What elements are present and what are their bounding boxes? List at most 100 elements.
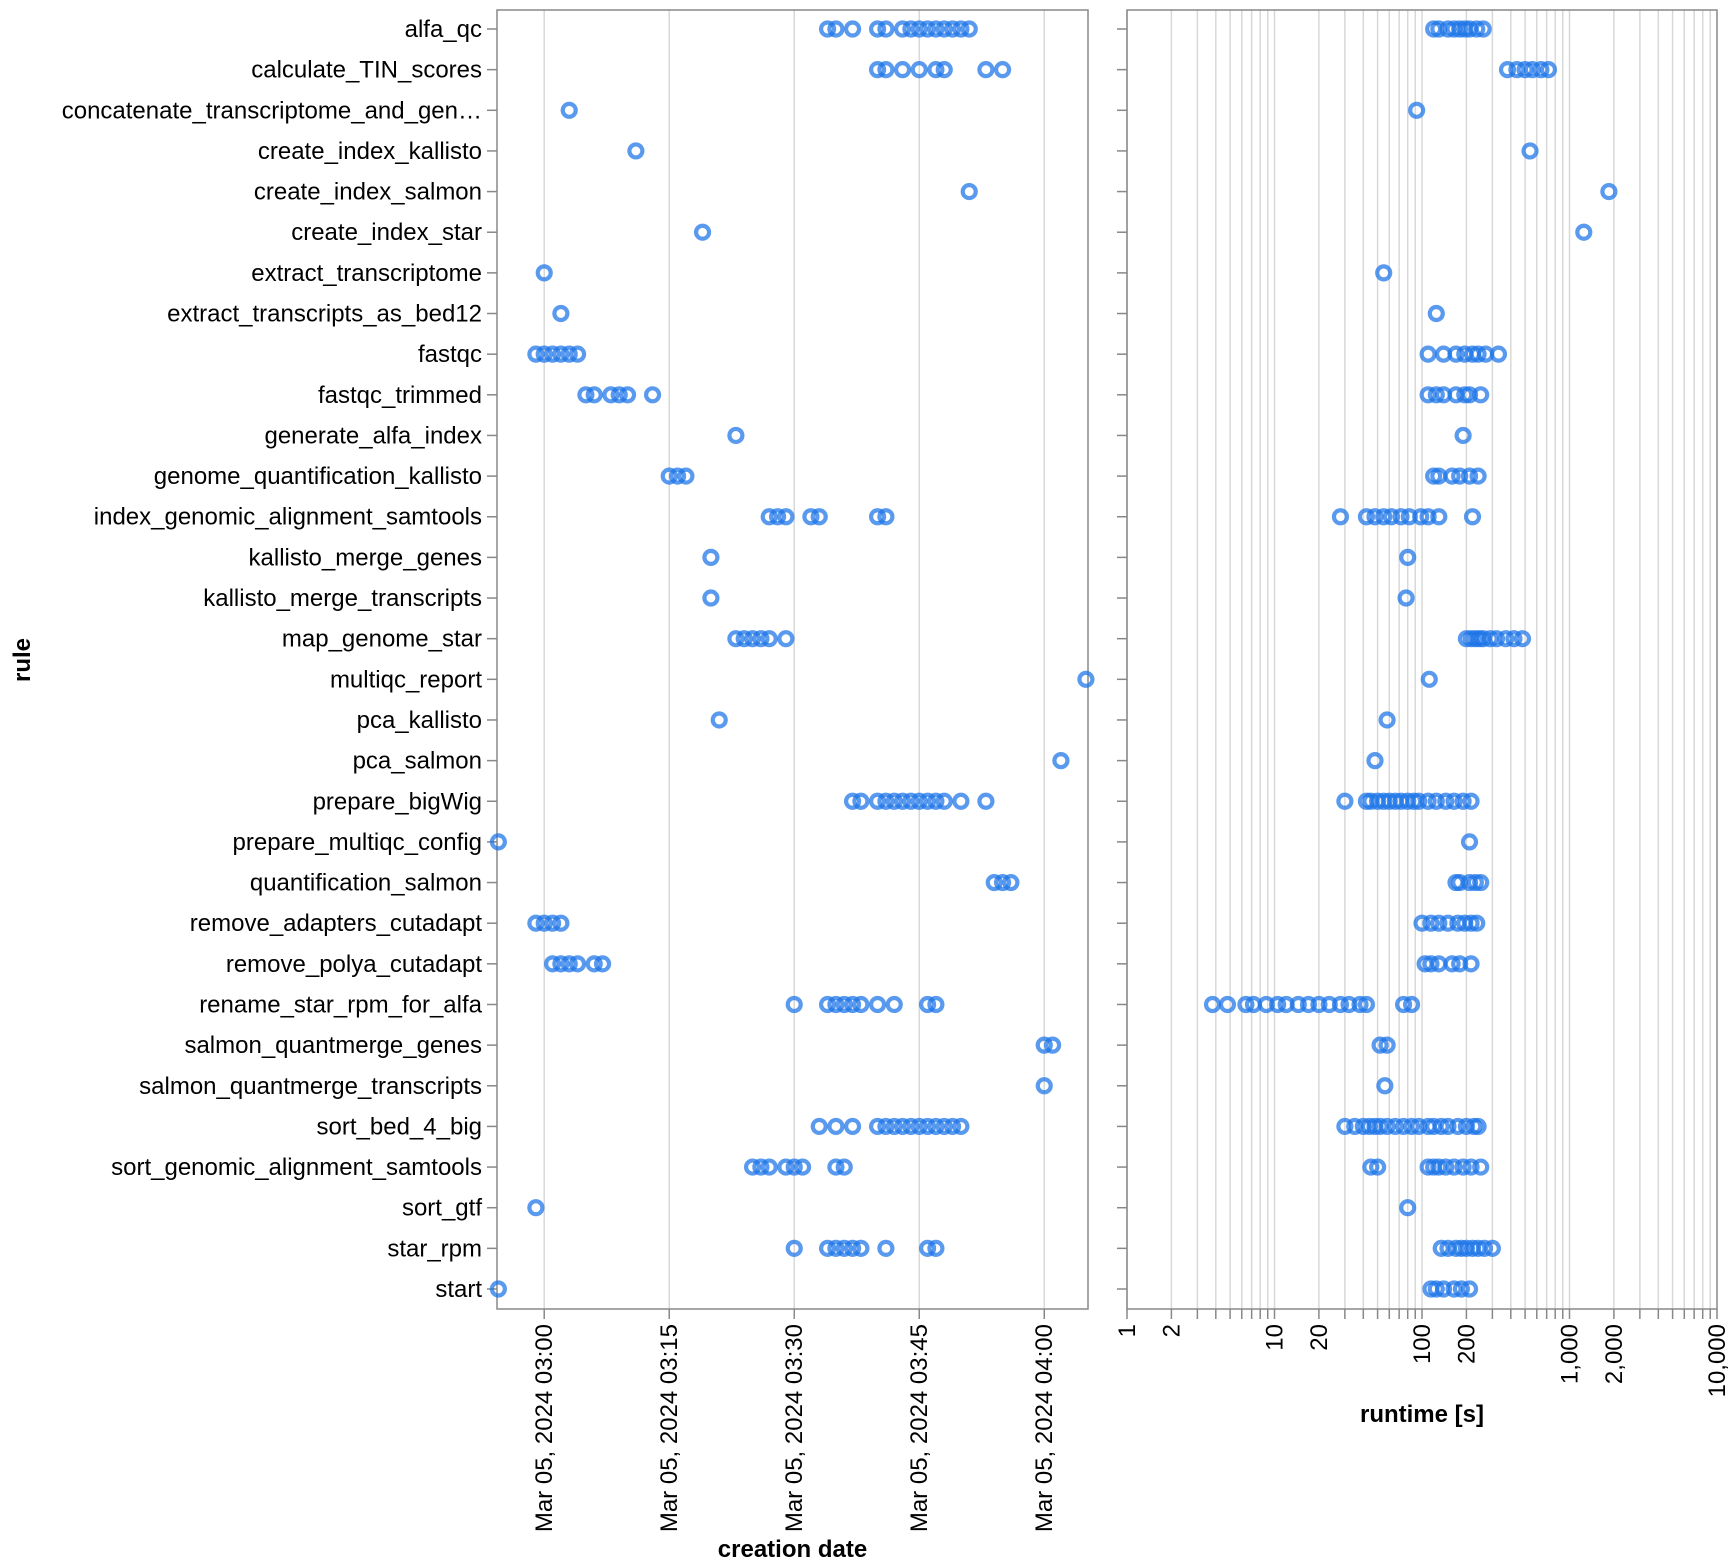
left-plot-frame [496,9,1089,1310]
creation-point [818,1239,837,1257]
creation-point [668,467,687,485]
creation-point [627,142,645,160]
runtime-point [1376,1077,1394,1095]
runtime-point [1422,955,1440,973]
runtime-point [1371,1036,1389,1054]
rule-label: calculate_TIN_scores [251,57,482,84]
creation-point [760,630,778,648]
rule-label: kallisto_merge_genes [249,544,482,571]
runtime-point [1413,914,1431,932]
creation-point [977,61,995,79]
creation-point [918,792,937,810]
runtime-point [1394,995,1413,1014]
runtime-point [1437,1158,1455,1176]
runtime-point [1600,182,1618,201]
creation-point [660,467,678,485]
rule-label: sort_bed_4_big [317,1113,482,1140]
runtime-point [1508,61,1526,79]
creation-point [960,20,978,38]
runtime-point [1462,955,1480,973]
runtime-point [1357,508,1376,526]
right-x-axis-title: runtime [s] [1360,1401,1484,1428]
right-x-tick-label: 10 [1262,1324,1289,1351]
creation-point [552,914,570,932]
creation-point [777,508,795,526]
rule-label: concatenate_transcriptome_and_gen… [62,97,482,124]
runtime-point [1443,955,1461,973]
creation-point [727,426,745,445]
creation-point [643,386,662,404]
runtime-point [1375,264,1393,282]
runtime-point [1410,792,1428,810]
creation-point [835,995,853,1014]
runtime-point [1452,1280,1471,1298]
runtime-point [1408,101,1426,119]
creation-point [777,630,795,648]
creation-point [943,20,962,38]
creation-point [927,1117,945,1136]
runtime-point [1430,508,1448,526]
creation-point [618,386,637,404]
creation-point [877,61,895,79]
runtime-point [1505,630,1523,648]
creation-point [985,873,1003,892]
creation-point [935,1117,953,1136]
creation-point [785,1158,803,1176]
creation-point [877,20,895,38]
creation-point [843,792,862,810]
rule-label: alfa_qc [405,16,482,43]
creation-point [852,995,870,1014]
runtime-point [1451,467,1469,485]
rule-label: create_index_kallisto [258,138,482,165]
rule-label: rename_star_rpm_for_alfa [199,991,482,1018]
runtime-point [1487,630,1506,648]
creation-point [893,792,912,810]
runtime-point [1434,1280,1453,1298]
rule-label: extract_transcripts_as_bed12 [167,301,482,328]
left-x-axis-title: creation date [718,1536,867,1563]
creation-point [752,1158,770,1176]
creation-point [552,955,570,973]
runtime-point [1336,1117,1354,1136]
creation-point [902,792,920,810]
left-points [489,20,1095,1298]
creation-point [577,386,595,404]
creation-point [535,914,553,932]
creation-point [943,1117,962,1136]
creation-point [560,345,578,363]
creation-point [927,61,945,79]
rule-label: star_rpm [387,1235,482,1262]
runtime-point [1420,670,1438,688]
creation-point [852,792,870,810]
creation-point [489,833,507,851]
runtime-point [1468,914,1486,932]
creation-point [568,955,587,973]
creation-point [868,20,887,38]
creation-point [743,1158,762,1176]
runtime-point [1399,548,1417,566]
left-x-tick-label: Mar 05, 2024 03:15 [656,1324,683,1532]
creation-point [527,345,545,363]
creation-point [918,1117,937,1136]
runtime-point [1402,1117,1421,1136]
runtime-point [1412,508,1430,526]
creation-point [927,20,945,38]
creation-point [560,101,578,119]
runtime-point [1397,589,1415,607]
runtime-point [1368,1158,1387,1176]
runtime-point [1357,995,1376,1014]
rule-label: quantification_salmon [250,870,482,897]
creation-point [952,1117,970,1136]
runtime-point [1454,426,1472,445]
runtime-point [1472,1158,1490,1176]
runtime-point [1489,345,1508,363]
creation-point [1035,1077,1053,1095]
runtime-point [1483,1239,1501,1257]
runtime-point [1468,20,1486,38]
runtime-point [1427,304,1445,323]
right-x-tick-label: 100 [1409,1324,1436,1364]
creation-point [760,508,778,526]
creation-point [993,873,1012,892]
rule-label: kallisto_merge_transcripts [203,585,482,612]
runtime-point [1351,995,1369,1014]
